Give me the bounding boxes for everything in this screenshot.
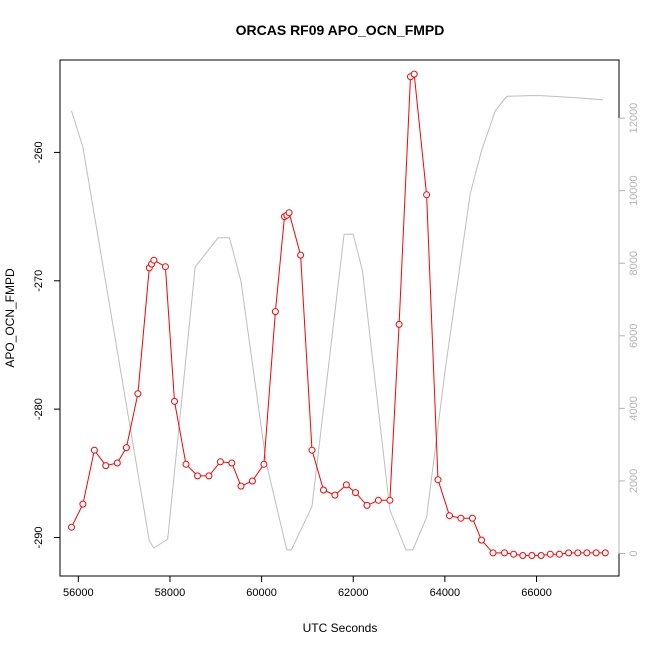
data-point: [410, 70, 418, 78]
x-tick-label: 60000: [246, 587, 277, 599]
data-point: [171, 397, 178, 405]
data-point: [216, 458, 224, 466]
data-point: [565, 549, 573, 557]
data-point: [228, 459, 236, 467]
data-point: [161, 263, 169, 271]
data-point: [271, 308, 279, 316]
right-tick-label: 8000: [628, 251, 640, 275]
data-point: [352, 489, 359, 497]
chart-title: ORCAS RF09 APO_OCN_FMPD: [236, 22, 445, 38]
data-point: [489, 549, 497, 557]
data-point: [79, 500, 87, 508]
data-point: [260, 460, 268, 468]
data-point: [583, 549, 591, 557]
y-tick-label: -260: [33, 141, 45, 163]
x-axis: 56000 58000 60000 62000 64000 66000: [63, 575, 552, 599]
data-point: [546, 550, 554, 558]
data-point: [386, 496, 394, 504]
right-tick-label: 2000: [628, 469, 640, 493]
data-point: [601, 549, 609, 557]
x-tick-label: 58000: [155, 587, 186, 599]
series-layer: [68, 70, 609, 559]
data-point: [285, 209, 293, 217]
right-tick-label: 12000: [628, 103, 640, 134]
data-point: [478, 536, 485, 544]
data-point: [237, 482, 245, 490]
x-tick-label: 56000: [63, 587, 94, 599]
data-point: [150, 256, 158, 264]
data-point: [510, 550, 518, 558]
data-point: [423, 191, 431, 199]
data-point: [90, 446, 98, 454]
right-tick-label: 6000: [628, 324, 640, 348]
data-point: [308, 446, 316, 454]
x-tick-label: 62000: [338, 587, 369, 599]
right-tick-label: 0: [628, 550, 640, 556]
data-point: [182, 460, 190, 468]
x-tick-label: 64000: [430, 587, 461, 599]
series-1-line: [71, 95, 604, 551]
data-point: [446, 512, 453, 520]
data-point: [434, 476, 442, 484]
data-point: [537, 552, 545, 559]
data-point: [519, 552, 527, 559]
data-point: [102, 462, 110, 470]
plot-frame: [59, 59, 620, 577]
y-axis-label: APO_OCN_FMPD: [3, 268, 17, 368]
data-point: [468, 514, 476, 522]
right-tick-label: 10000: [628, 175, 640, 206]
data-point: [248, 477, 256, 485]
x-axis-label: UTC Seconds: [303, 621, 378, 635]
y-tick-label: -290: [33, 526, 45, 548]
data-point: [395, 320, 403, 328]
data-point: [331, 491, 339, 499]
data-point: [528, 552, 536, 559]
data-point: [113, 459, 121, 467]
data-point: [592, 549, 600, 557]
data-point: [134, 390, 142, 398]
y-tick-label: -280: [33, 398, 45, 420]
data-point: [320, 486, 327, 494]
right-axis: 0 2000 4000 6000 8000 10000 12000: [618, 103, 640, 557]
data-point: [501, 549, 508, 557]
data-point: [555, 550, 563, 558]
data-point: [457, 514, 465, 522]
data-point: [297, 251, 305, 259]
data-point: [205, 472, 213, 480]
data-point: [122, 444, 130, 452]
data-point: [342, 481, 350, 489]
series-2-line: [71, 73, 606, 556]
data-point: [374, 496, 382, 504]
data-point: [363, 501, 371, 509]
y-tick-label: -270: [33, 270, 45, 292]
x-tick-label: 66000: [521, 587, 552, 599]
data-point: [194, 472, 201, 480]
y-axis: -260 -270 -280 -290: [33, 141, 61, 549]
data-point: [574, 549, 582, 557]
right-tick-label: 4000: [628, 396, 640, 420]
data-point: [68, 523, 75, 531]
